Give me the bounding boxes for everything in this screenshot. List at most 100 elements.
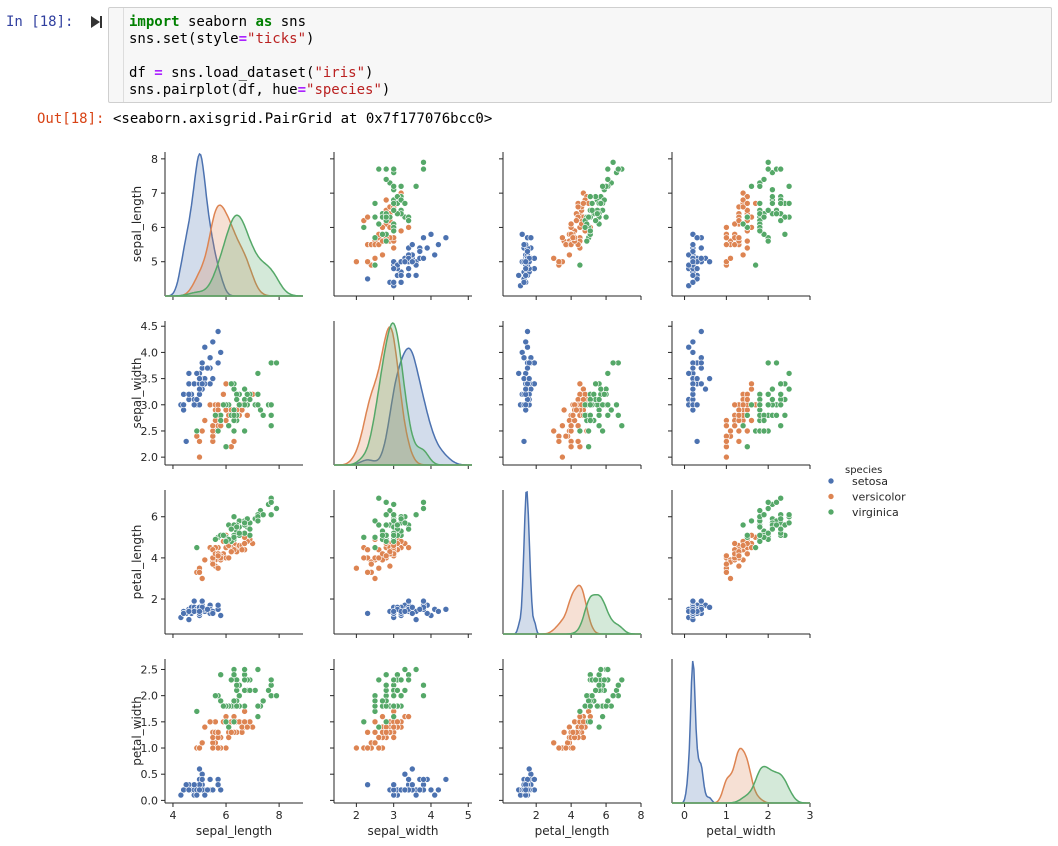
- scatter-point-setosa: [685, 343, 693, 351]
- scatter-point-setosa: [198, 380, 206, 388]
- scatter-point-versicolor: [206, 718, 214, 726]
- code-token: sns: [272, 14, 307, 30]
- scatter-point-virginica: [777, 391, 785, 398]
- scatter-point-setosa: [405, 272, 412, 279]
- scatter-point-setosa: [515, 370, 523, 377]
- scatter-point-virginica: [785, 370, 793, 377]
- scatter-point-virginica: [193, 427, 201, 435]
- scatter-point-virginica: [257, 406, 264, 414]
- scatter-point-setosa: [697, 597, 705, 605]
- scatter-point-virginica: [748, 517, 755, 525]
- scatter-point-versicolor: [560, 728, 568, 736]
- scatter-point-virginica: [581, 224, 589, 231]
- scatter-point-virginica: [785, 385, 793, 393]
- scatter-point-setosa: [689, 597, 697, 605]
- scatter-point-virginica: [760, 176, 768, 183]
- scatter-point-virginica: [382, 671, 390, 679]
- scatter-point-setosa: [217, 349, 224, 356]
- scatter-point-setosa: [435, 608, 442, 615]
- scatter-point-virginica: [230, 697, 238, 705]
- scatter-point-virginica: [375, 494, 383, 502]
- scatter-point-setosa: [206, 380, 214, 388]
- code-line: df = sns.load_dataset("iris"): [129, 65, 373, 81]
- scatter-point-virginica: [743, 213, 751, 221]
- scatter-point-versicolor: [727, 427, 734, 435]
- scatter-point-versicolor: [743, 427, 751, 435]
- scatter-point-versicolor: [569, 234, 577, 241]
- scatter-point-virginica: [604, 697, 612, 705]
- code-input-area[interactable]: import seaborn as sns sns.set(style="tic…: [108, 7, 1052, 103]
- scatter-point-versicolor: [382, 728, 390, 736]
- scatter-point-setosa: [431, 791, 439, 799]
- code-token: df: [129, 65, 155, 81]
- y-tick-label: 4: [151, 552, 158, 565]
- scatter-point-versicolor: [244, 723, 251, 731]
- x-tick-label: 1: [723, 809, 730, 822]
- scatter-point-setosa: [685, 251, 693, 259]
- scatter-point-versicolor: [723, 568, 730, 576]
- scatter-point-virginica: [214, 427, 222, 435]
- scatter-point-versicolor: [559, 234, 566, 241]
- scatter-point-virginica: [769, 385, 776, 393]
- scatter-point-versicolor: [390, 723, 398, 731]
- scatter-point-virginica: [739, 220, 747, 228]
- scatter-point-versicolor: [735, 217, 743, 224]
- scatter-point-virginica: [241, 385, 248, 393]
- scatter-point-versicolor: [353, 258, 360, 265]
- scatter-point-versicolor: [198, 575, 206, 582]
- code-editor[interactable]: import seaborn as sns sns.set(style="tic…: [129, 14, 390, 99]
- scatter-point-virginica: [267, 676, 275, 684]
- scatter-point-versicolor: [723, 560, 730, 568]
- scatter-point-versicolor: [394, 718, 401, 726]
- run-cell-icon[interactable]: [90, 15, 102, 29]
- scatter-point-setosa: [693, 438, 701, 445]
- scatter-point-virginica: [390, 182, 398, 190]
- y-tick-label: 2.5: [141, 425, 159, 438]
- scatter-point-setosa: [209, 338, 217, 346]
- scatter-point-versicolor: [566, 251, 573, 259]
- scatter-point-virginica: [397, 182, 405, 190]
- scatter-point-versicolor: [353, 564, 360, 572]
- scatter-point-virginica: [394, 687, 401, 694]
- scatter-point-setosa: [206, 354, 214, 361]
- scatter-point-setosa: [405, 776, 412, 783]
- scatter-point-virginica: [230, 718, 238, 726]
- scatter-point-versicolor: [573, 406, 580, 414]
- scatter-point-setosa: [185, 616, 193, 623]
- scatter-point-virginica: [777, 380, 785, 388]
- scatter-point-versicolor: [238, 546, 246, 554]
- scatter-point-virginica: [225, 422, 232, 430]
- scatter-point-virginica: [193, 708, 201, 715]
- scatter-point-setosa: [697, 380, 705, 388]
- code-token: ): [381, 82, 391, 98]
- scatter-point-virginica: [420, 681, 427, 689]
- scatter-point-versicolor: [739, 189, 747, 197]
- scatter-point-virginica: [764, 391, 772, 398]
- y-tick-label: 8: [151, 153, 158, 166]
- scatter-point-virginica: [375, 723, 383, 731]
- scatter-point-virginica: [769, 396, 776, 403]
- scatter-point-versicolor: [562, 744, 570, 752]
- y-axis-label: petal_length: [130, 525, 144, 600]
- x-tick-label: 0: [681, 809, 688, 822]
- scatter-point-setosa: [204, 364, 211, 372]
- scatter-point-virginica: [756, 200, 764, 207]
- scatter-point-versicolor: [723, 453, 730, 461]
- scatter-point-versicolor: [214, 728, 222, 736]
- scatter-point-virginica: [604, 165, 612, 173]
- scatter-point-setosa: [408, 241, 416, 248]
- scatter-point-versicolor: [560, 406, 568, 414]
- scatter-point-virginica: [401, 519, 409, 527]
- scatter-point-virginica: [230, 533, 238, 541]
- scatter-point-setosa: [214, 601, 222, 609]
- scatter-point-virginica: [405, 217, 412, 224]
- scatter-point-setosa: [401, 608, 409, 615]
- scatter-point-virginica: [375, 676, 383, 684]
- scatter-point-virginica: [236, 529, 243, 537]
- scatter-point-setosa: [423, 244, 431, 252]
- scatter-point-setosa: [196, 375, 203, 382]
- scatter-point-setosa: [412, 791, 420, 799]
- scatter-point-setosa: [193, 791, 201, 799]
- scatter-point-setosa: [427, 231, 435, 238]
- scatter-point-setosa: [525, 375, 533, 382]
